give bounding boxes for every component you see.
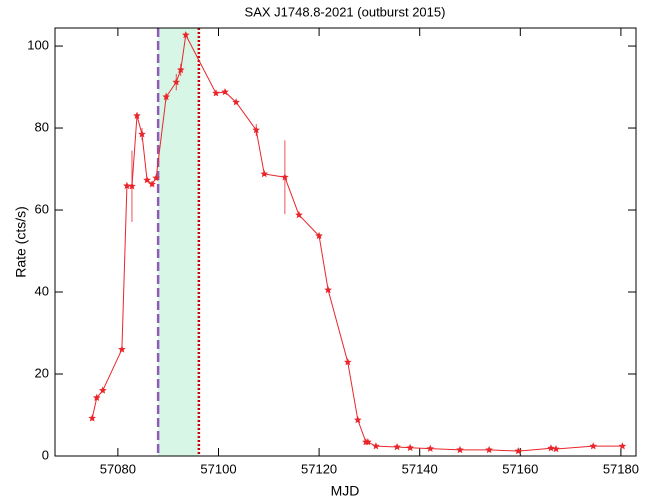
data-point (118, 345, 126, 353)
data-point (552, 445, 560, 453)
data-point (138, 130, 146, 138)
data-point (514, 447, 523, 455)
data-point (88, 414, 96, 422)
data-point (162, 92, 170, 101)
data-point (92, 393, 101, 401)
data-point (172, 78, 180, 86)
data-point (547, 444, 555, 452)
x-tick-label: 57160 (502, 461, 538, 476)
data-point (344, 358, 352, 366)
data-point (372, 442, 380, 450)
x-tick-label: 57120 (301, 461, 337, 476)
y-axis-label: Rate (cts/s) (13, 206, 29, 278)
x-tick-label: 57080 (100, 461, 136, 476)
plot-frame (54, 27, 637, 457)
data-point (393, 443, 401, 451)
shaded-region (158, 28, 199, 456)
data-point (364, 438, 372, 446)
data-point (148, 180, 156, 188)
y-tick-label: 60 (35, 201, 49, 216)
data-point (123, 181, 131, 190)
y-tick-label: 100 (27, 37, 49, 52)
data-point (426, 444, 435, 452)
x-tick-label: 57140 (402, 461, 438, 476)
chart-title: SAX J1748.8-2021 (outburst 2015) (245, 4, 446, 19)
data-point (177, 65, 185, 74)
data-point (252, 126, 260, 134)
y-tick-label: 0 (42, 447, 49, 462)
data-point (295, 210, 303, 219)
y-tick-label: 40 (35, 283, 49, 298)
data-point (221, 88, 229, 96)
x-tick-label: 57180 (603, 461, 639, 476)
data-point (589, 442, 597, 450)
data-point (324, 286, 332, 294)
data-point (260, 169, 269, 178)
data-point (128, 182, 136, 190)
data-point (99, 386, 107, 394)
data-point (212, 89, 220, 97)
data-point (485, 445, 493, 454)
x-tick-label: 57100 (200, 461, 236, 476)
data-point (281, 173, 289, 181)
data-point (143, 176, 151, 184)
data-point (152, 174, 160, 182)
data-point (618, 442, 627, 450)
x-axis-label: MJD (331, 483, 360, 499)
y-tick-label: 80 (35, 119, 49, 134)
data-point (406, 443, 414, 451)
data-point (232, 98, 240, 106)
data-point (133, 111, 141, 119)
y-tick-label: 20 (35, 365, 49, 380)
data-point (315, 231, 323, 240)
data-point (354, 415, 362, 424)
data-point (182, 31, 190, 39)
data-point (456, 445, 464, 454)
